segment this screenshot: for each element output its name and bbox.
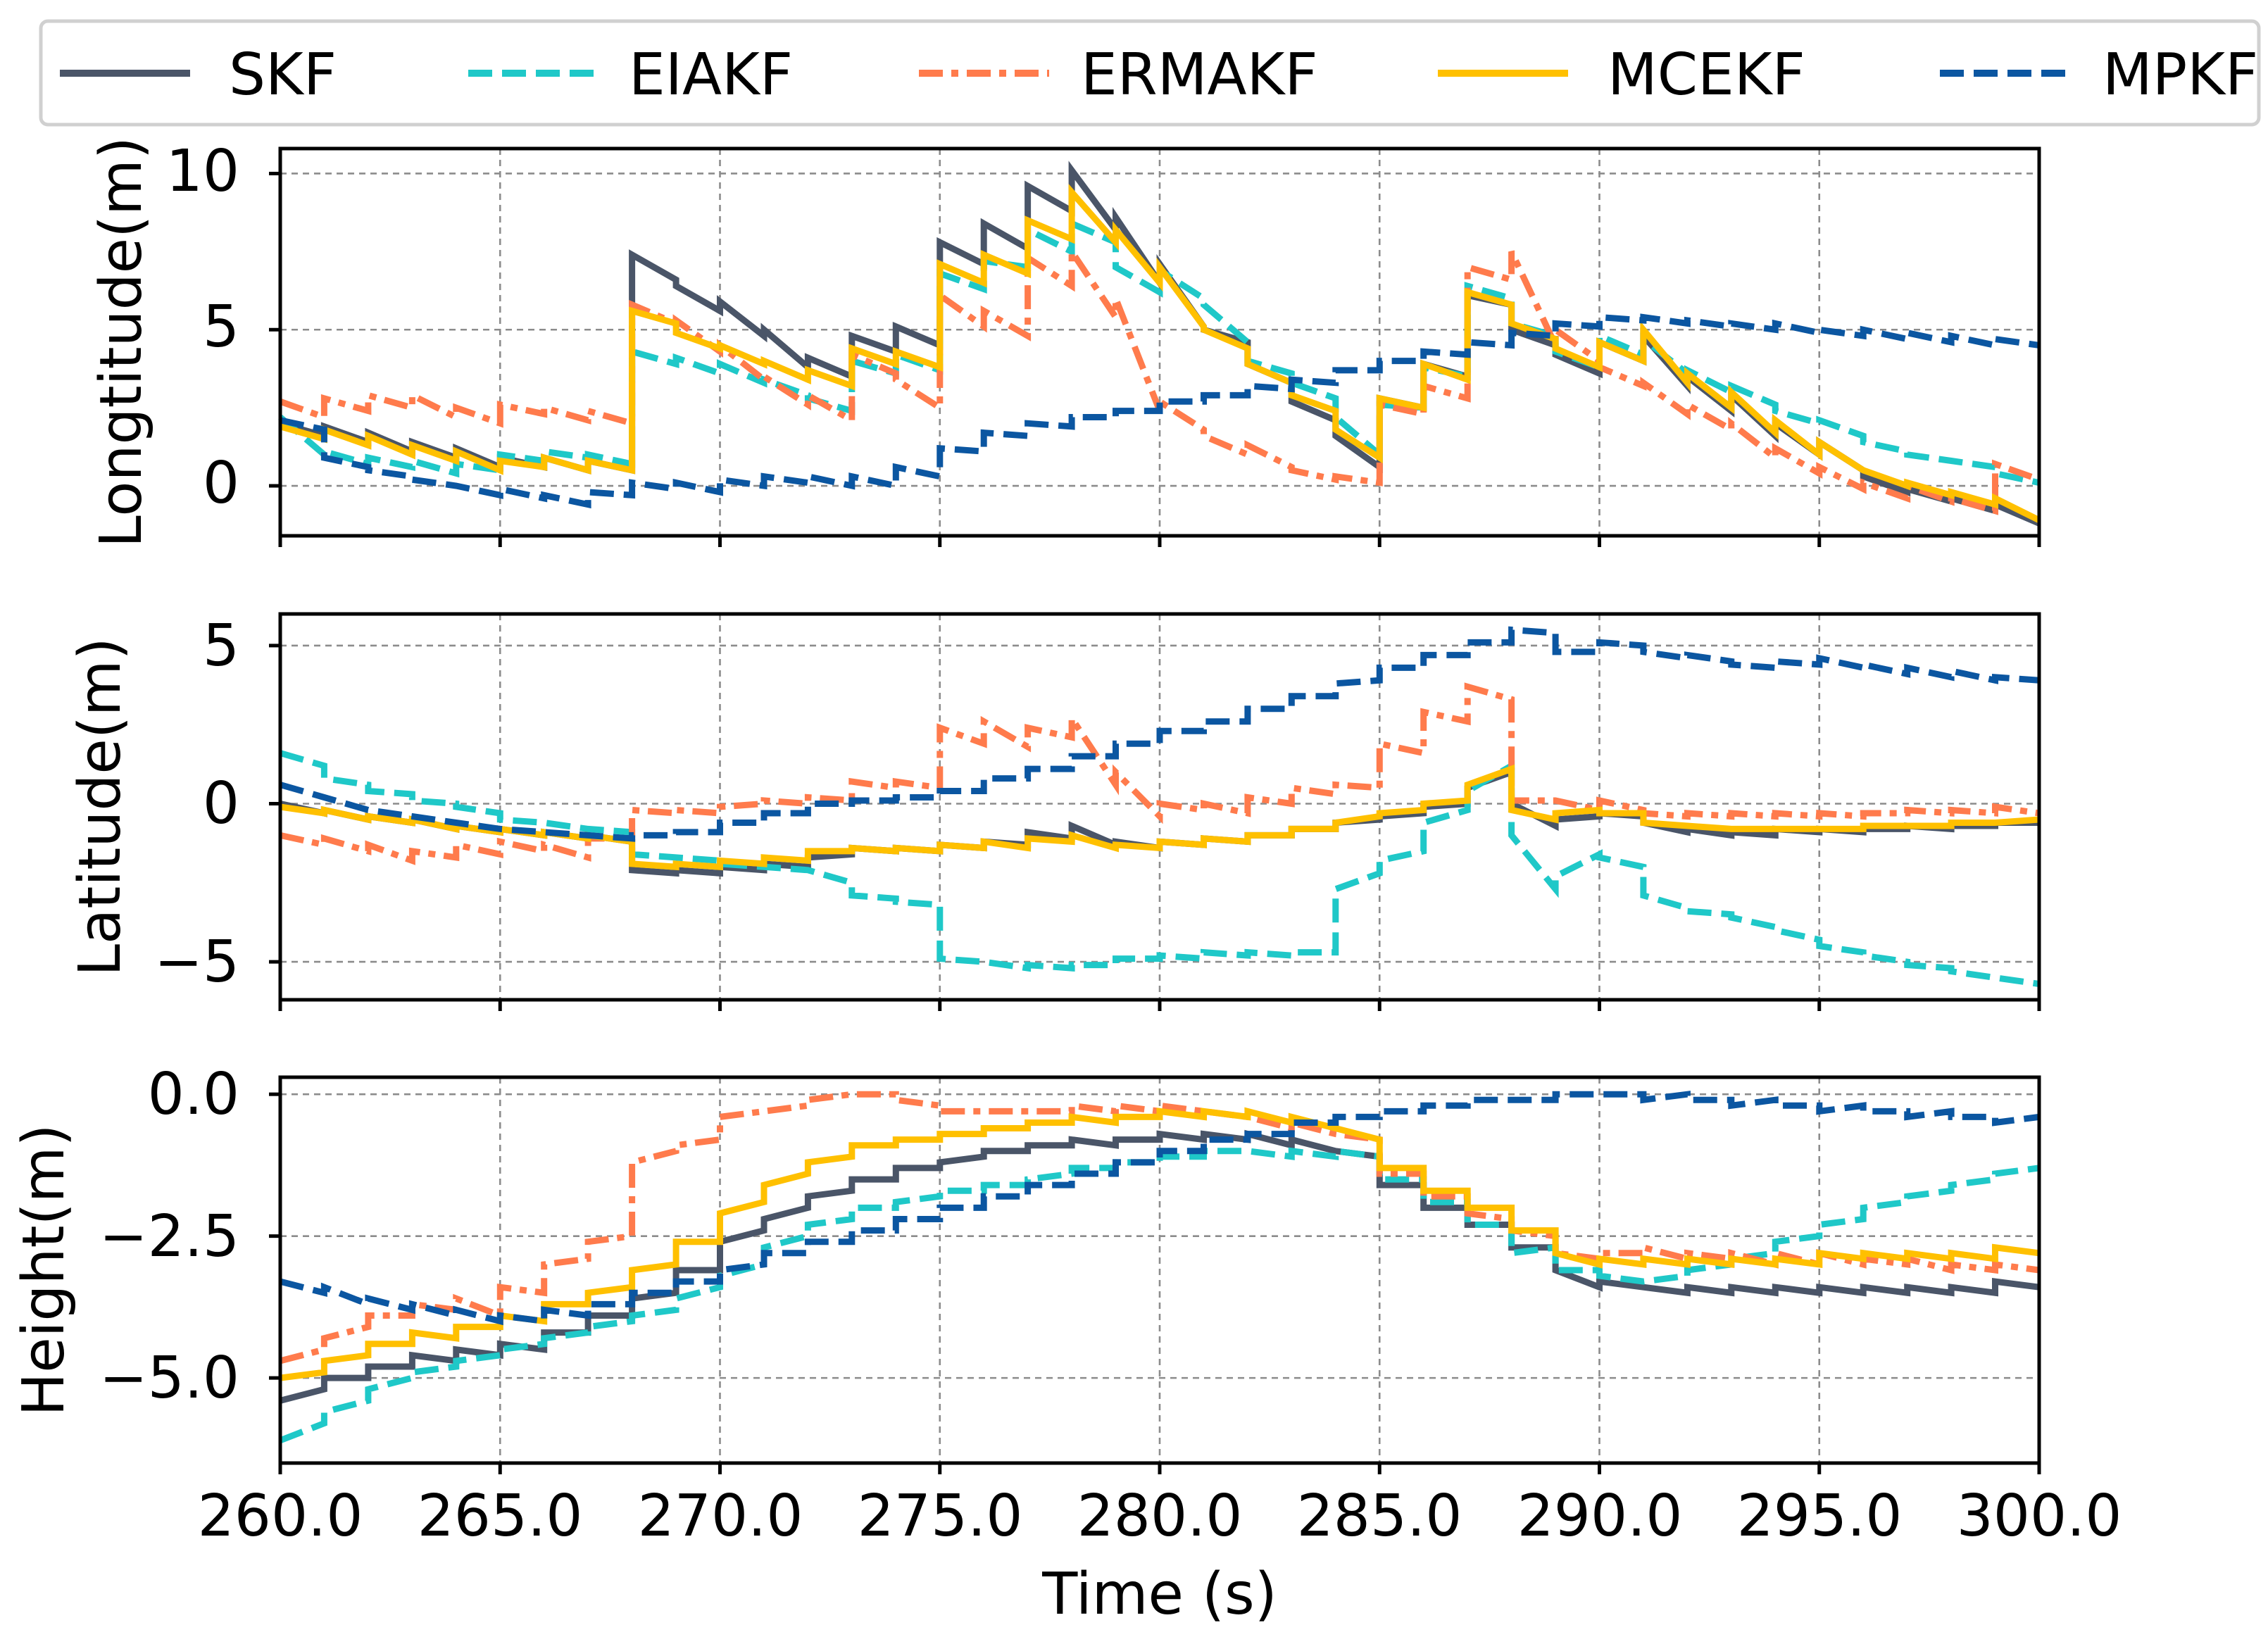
subplot-height-series [279,1091,2040,1443]
series-line-mcekf-longitude [279,184,2041,523]
series-line-mpkf-height [279,1091,2040,1326]
subplot-height: Height(m) [11,1075,2041,1474]
x-tick-label: 285.0 [1297,1483,1462,1550]
y-tick-labels-longitude: 0 5 10 [166,138,239,517]
subplot-height-ylabel: Height(m) [11,1124,77,1417]
y-tick-labels-latitude: 5 0 −5 [154,613,239,996]
series-line-mcekf-height [280,1107,2040,1381]
x-tick-label: 300.0 [1957,1483,2122,1550]
legend-label-eiakf: EIAKF [629,42,793,108]
y-tick-label: 5 [203,613,239,679]
subplot-latitude-ylabel: Latitude(m) [67,637,134,976]
legend-box [39,19,2261,127]
y-tick-label: 10 [166,138,239,205]
subplot-longitude-ylabel: Longtitude(m) [88,137,155,548]
x-tick-label: 275.0 [858,1483,1023,1550]
series-line-skf-longitude [279,161,2041,527]
series-line-mpkf-longitude [280,313,2040,509]
series-line-eiakf-latitude [279,750,2040,987]
legend-label-mcekf: MCEKF [1608,42,1805,108]
legend-label-mpkf: MPKF [2103,42,2258,108]
y-tick-label: 0 [203,770,239,837]
subplot-latitude-series [279,626,2040,987]
y-tick-label: −2.5 [99,1203,239,1270]
x-tick-label: 290.0 [1517,1483,1683,1550]
subplot-height-ticks [269,1092,2041,1474]
x-tick-label: 295.0 [1737,1483,1903,1550]
y-tick-label: 5 [203,294,239,360]
y-tick-label: −5.0 [99,1345,239,1412]
subplot-longitude-ticks [269,171,2041,547]
x-tick-label: 280.0 [1077,1483,1243,1550]
x-axis-label: Time (s) [1041,1561,1277,1628]
subplot-latitude: Latitude(m) [67,612,2041,1011]
legend-label-ermakf: ERMAKF [1081,42,1318,108]
x-tick-label: 270.0 [638,1483,803,1550]
subplot-longitude-grid [279,149,2041,536]
series-line-ermakf-latitude [280,682,2040,865]
legend-entry-eiakf: EIAKF [468,42,793,108]
subplot-longitude: Longtitude(m) [88,137,2041,548]
legend-entry-mcekf: MCEKF [1438,42,1805,108]
subplot-latitude-ticks [269,644,2041,1011]
y-tick-label: 0 [203,450,239,517]
legend-entry-mpkf: MPKF [1940,42,2258,108]
y-tick-labels-height: 0.0 −2.5 −5.0 [99,1061,239,1412]
legend-label-skf: SKF [229,42,337,108]
y-tick-label: −5 [154,929,239,996]
legend-entry-skf: SKF [60,42,337,108]
subplot-longitude-series [278,161,2041,527]
legend-entry-ermakf: ERMAKF [919,42,1318,108]
legend: SKF EIAKF ERMAKF MCEKF MPKF [39,19,2261,127]
x-tick-label: 265.0 [418,1483,583,1550]
x-tick-label: 260.0 [198,1483,363,1550]
y-tick-label: 0.0 [148,1061,239,1128]
x-tick-labels: 260.0 265.0 270.0 275.0 280.0 285.0 290.… [198,1483,2122,1550]
series-line-mpkf-latitude [279,626,2040,842]
